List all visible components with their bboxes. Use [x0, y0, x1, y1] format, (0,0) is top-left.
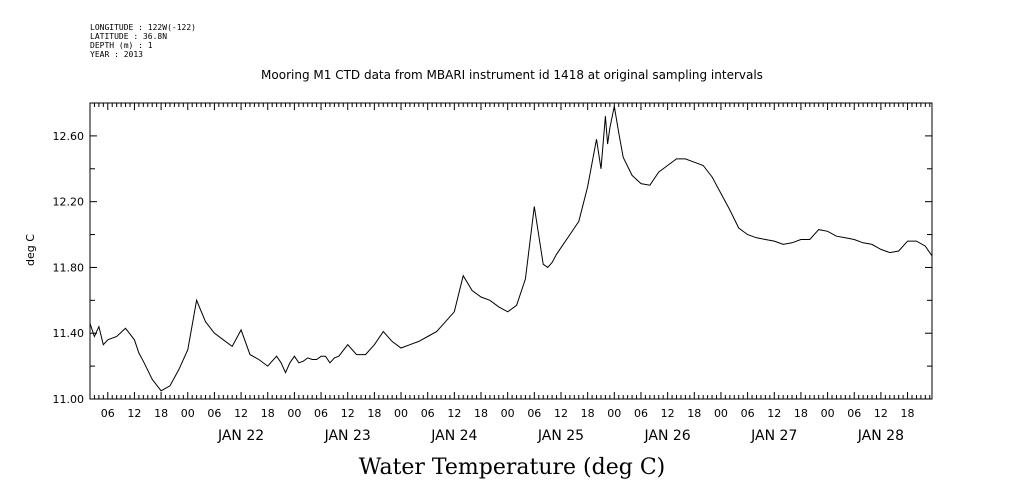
- y-tick-label: 12.20: [53, 196, 85, 209]
- x-hour-label: 00: [607, 407, 621, 420]
- x-hour-label: 00: [394, 407, 408, 420]
- x-hour-label: 18: [154, 407, 168, 420]
- plot-frame: [89, 102, 933, 400]
- x-day-label: JAN 24: [430, 428, 477, 444]
- x-hour-label: 18: [581, 407, 595, 420]
- temperature-line: [89, 106, 933, 392]
- y-tick-label: 11.00: [53, 393, 85, 406]
- x-hour-label: 06: [741, 407, 755, 420]
- y-axis-label: deg C: [24, 234, 37, 266]
- x-hour-label: 06: [421, 407, 435, 420]
- x-hour-label: 06: [314, 407, 328, 420]
- x-day-label: JAN 26: [644, 428, 691, 444]
- x-hour-label: 12: [234, 407, 248, 420]
- x-hour-label: 18: [261, 407, 275, 420]
- x-hour-label: 00: [821, 407, 835, 420]
- meta-depth: DEPTH (m) : 1: [90, 41, 153, 50]
- x-hour-label: 00: [287, 407, 301, 420]
- x-hour-label: 12: [341, 407, 355, 420]
- x-hour-label: 06: [101, 407, 115, 420]
- x-hour-label: 12: [127, 407, 141, 420]
- x-axis-title: Water Temperature (deg C): [359, 455, 666, 480]
- x-hour-label: 12: [554, 407, 568, 420]
- x-hour-label: 00: [714, 407, 728, 420]
- x-day-label: JAN 27: [750, 428, 797, 444]
- metadata-block: LONGITUDE : 122W(-122) LATITUDE : 36.8N …: [90, 23, 196, 59]
- x-hour-label: 06: [847, 407, 861, 420]
- x-day-label: JAN 23: [324, 428, 371, 444]
- x-hour-label: 18: [687, 407, 701, 420]
- x-hour-label: 06: [207, 407, 221, 420]
- y-tick-label: 12.60: [53, 130, 85, 143]
- y-axis: 11.00 11.40 11.80 12.20 12.60: [53, 102, 932, 406]
- x-hour-label: 12: [874, 407, 888, 420]
- x-hour-label: 00: [181, 407, 195, 420]
- x-hour-label: 06: [634, 407, 648, 420]
- x-hour-label: 12: [767, 407, 781, 420]
- x-hour-label: 18: [367, 407, 381, 420]
- meta-year: YEAR : 2013: [90, 50, 143, 59]
- x-axis: 06 12 18 00 06 12 18 00 06 12 18 00 06 12 18 00 06 12 18 00…: [89, 103, 931, 444]
- x-hour-label: 18: [794, 407, 808, 420]
- x-hour-label: 00: [501, 407, 515, 420]
- y-tick-label: 11.40: [53, 327, 85, 340]
- x-day-label: JAN 28: [857, 428, 904, 444]
- chart-title: Mooring M1 CTD data from MBARI instrumen…: [261, 68, 763, 82]
- series-group: [89, 106, 933, 392]
- meta-longitude: LONGITUDE : 122W(-122): [90, 23, 196, 32]
- x-day-label: JAN 25: [537, 428, 584, 444]
- x-hour-label: 06: [527, 407, 541, 420]
- x-hour-label: 12: [661, 407, 675, 420]
- y-tick-label: 11.80: [53, 261, 85, 274]
- meta-latitude: LATITUDE : 36.8N: [90, 32, 167, 41]
- x-hour-label: 18: [474, 407, 488, 420]
- x-hour-label: 18: [901, 407, 915, 420]
- x-day-label: JAN 22: [217, 428, 264, 444]
- x-hour-label: 12: [447, 407, 461, 420]
